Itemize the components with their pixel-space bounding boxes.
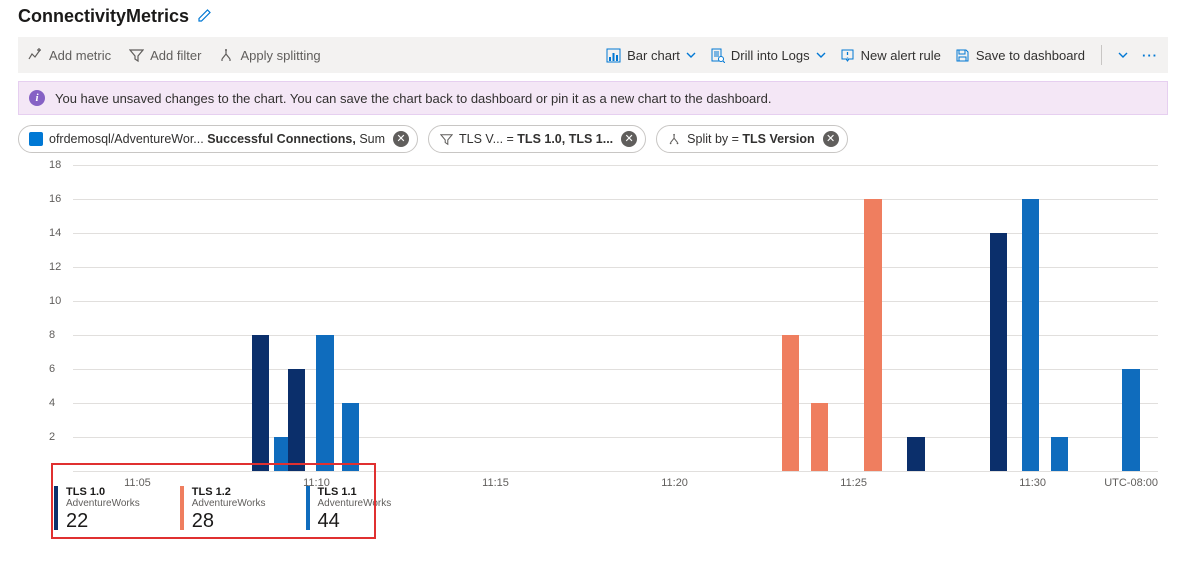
- page-title: ConnectivityMetrics: [18, 6, 189, 27]
- filter-icon: [129, 48, 144, 63]
- x-axis-label: 11:30: [1019, 477, 1046, 489]
- filter-pill[interactable]: TLS V... = TLS 1.0, TLS 1... ✕: [428, 125, 646, 153]
- logs-icon: [710, 48, 725, 63]
- more-button[interactable]: ···: [1142, 48, 1158, 63]
- highlight-box: [51, 463, 376, 539]
- timezone-label: UTC-08:00: [1104, 477, 1158, 489]
- split-pill[interactable]: Split by = TLS Version ✕: [656, 125, 848, 153]
- apply-splitting-button[interactable]: Apply splitting: [219, 48, 320, 63]
- chevron-down-icon: [816, 50, 826, 60]
- chart-type-label: Bar chart: [627, 48, 680, 63]
- chart-bar[interactable]: [907, 437, 924, 471]
- save-to-dashboard-button[interactable]: Save to dashboard: [955, 48, 1085, 63]
- split-icon: [667, 132, 681, 146]
- chart-bar[interactable]: [990, 233, 1007, 471]
- new-alert-rule-label: New alert rule: [861, 48, 941, 63]
- y-axis-label: 16: [49, 193, 61, 205]
- y-axis-label: 14: [49, 227, 61, 239]
- chevron-down-icon: [1118, 50, 1128, 60]
- banner-text: You have unsaved changes to the chart. Y…: [55, 91, 771, 106]
- y-axis-label: 2: [49, 431, 55, 443]
- split-label: Split by =: [687, 132, 742, 146]
- chart-type-dropdown[interactable]: Bar chart: [606, 48, 696, 63]
- resource-icon: [29, 132, 43, 146]
- y-axis-label: 10: [49, 295, 61, 307]
- drill-into-logs-button[interactable]: Drill into Logs: [710, 48, 826, 63]
- info-icon: i: [29, 90, 45, 106]
- close-icon[interactable]: ✕: [393, 131, 409, 147]
- scope-prefix: ofrdemosql/AdventureWor...: [49, 132, 207, 146]
- metric-scope-pill[interactable]: ofrdemosql/AdventureWor... Successful Co…: [18, 125, 418, 153]
- add-filter-button[interactable]: Add filter: [129, 48, 201, 63]
- unsaved-changes-banner: i You have unsaved changes to the chart.…: [18, 81, 1168, 115]
- x-axis-label: 11:25: [840, 477, 867, 489]
- chevron-down-icon: [686, 50, 696, 60]
- save-to-dashboard-label: Save to dashboard: [976, 48, 1085, 63]
- bar-chart-icon: [606, 48, 621, 63]
- chart-bar[interactable]: [864, 199, 881, 471]
- filter-label: TLS V...: [459, 132, 503, 146]
- filter-icon: [439, 132, 453, 146]
- chart-bar[interactable]: [316, 335, 333, 471]
- scope-agg: Sum: [356, 132, 385, 146]
- chart-bar[interactable]: [1122, 369, 1139, 471]
- add-metric-label: Add metric: [49, 48, 111, 63]
- split-icon: [219, 48, 234, 63]
- edit-title-icon[interactable]: [197, 7, 213, 26]
- new-alert-rule-button[interactable]: New alert rule: [840, 48, 941, 63]
- chart-bar[interactable]: [1022, 199, 1039, 471]
- chart-bar[interactable]: [342, 403, 359, 471]
- chart-bar[interactable]: [1051, 437, 1068, 471]
- apply-splitting-label: Apply splitting: [240, 48, 320, 63]
- add-metric-icon: [28, 48, 43, 63]
- filter-eq: =: [503, 132, 517, 146]
- filter-value: TLS 1.0, TLS 1...: [517, 132, 613, 146]
- chart-bar[interactable]: [288, 369, 305, 471]
- split-value: TLS Version: [742, 132, 814, 146]
- close-icon[interactable]: ✕: [823, 131, 839, 147]
- add-metric-button[interactable]: Add metric: [28, 48, 111, 63]
- chart-bar[interactable]: [811, 403, 828, 471]
- y-axis-label: 18: [49, 159, 61, 171]
- chart-bar[interactable]: [782, 335, 799, 471]
- chart-plot: 2468101214161811:0511:1011:1511:2011:251…: [73, 165, 1158, 471]
- chart-area: 2468101214161811:0511:1011:1511:2011:251…: [18, 159, 1168, 539]
- save-icon: [955, 48, 970, 63]
- toolbar: Add metric Add filter Apply splitting: [18, 37, 1168, 73]
- y-axis-label: 12: [49, 261, 61, 273]
- y-axis-label: 4: [49, 397, 55, 409]
- save-dropdown-button[interactable]: [1118, 50, 1128, 60]
- drill-into-logs-label: Drill into Logs: [731, 48, 810, 63]
- x-axis-label: 11:20: [661, 477, 688, 489]
- chart-bar[interactable]: [252, 335, 269, 471]
- separator: [1101, 45, 1102, 65]
- y-axis-label: 6: [49, 363, 55, 375]
- scope-metric: Successful Connections,: [207, 132, 356, 146]
- x-axis-label: 11:15: [482, 477, 509, 489]
- add-filter-label: Add filter: [150, 48, 201, 63]
- alert-icon: [840, 48, 855, 63]
- y-axis-label: 8: [49, 329, 55, 341]
- close-icon[interactable]: ✕: [621, 131, 637, 147]
